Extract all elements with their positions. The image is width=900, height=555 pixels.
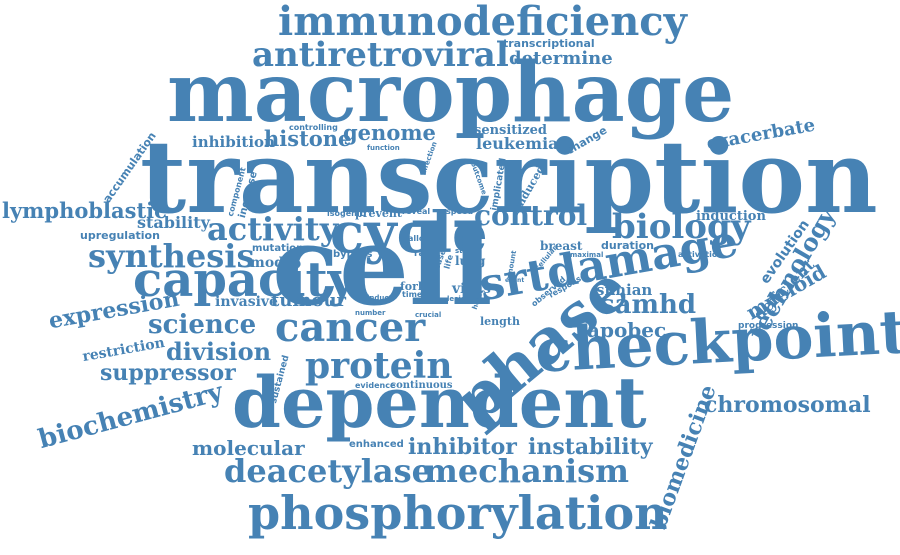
word: apobec — [587, 318, 667, 342]
word: simian — [596, 281, 653, 299]
word: biology — [612, 207, 751, 247]
word: mechanism — [424, 452, 629, 490]
word: number — [355, 309, 386, 317]
word: protein — [305, 345, 453, 387]
word: reveal — [402, 207, 431, 216]
word: cycle — [330, 200, 488, 266]
word: suppressor — [100, 360, 236, 386]
word: crucial — [415, 311, 442, 319]
word: capacity — [133, 252, 356, 308]
word: transcriptional — [503, 37, 595, 50]
word: leukemia — [476, 134, 559, 153]
word: molecular — [192, 436, 305, 460]
word: allow — [408, 234, 432, 243]
word: cancer — [275, 304, 426, 351]
word: progression — [738, 321, 799, 331]
word: samhd — [600, 290, 697, 320]
word: chromosomal — [704, 392, 871, 418]
word: transcription — [140, 118, 878, 236]
word: enhanced — [349, 439, 404, 450]
word: cell — [272, 201, 493, 330]
word: inhibition — [192, 133, 275, 151]
word: sensitized — [474, 123, 547, 138]
word: maximal — [570, 251, 604, 259]
word: prevent — [355, 207, 402, 220]
word: duration — [601, 239, 654, 252]
word: stability — [137, 213, 210, 232]
word: activation — [678, 250, 724, 259]
word: synthesis — [88, 237, 255, 275]
word: state — [455, 247, 476, 255]
word: immunodeficiency — [278, 0, 687, 45]
word: lung — [455, 254, 486, 268]
word: deacetylase — [224, 452, 432, 490]
word: dependent — [232, 361, 647, 444]
word: length — [480, 315, 520, 328]
word: macrophage — [167, 45, 735, 141]
word: histone — [264, 126, 352, 151]
word: antiretroviral — [252, 35, 509, 75]
word: controlling — [289, 123, 338, 132]
word: fork — [400, 280, 426, 293]
word: model — [250, 255, 299, 271]
word: bypass — [333, 249, 373, 260]
word: science — [148, 310, 257, 340]
word: virus — [452, 281, 491, 297]
word: invasive — [215, 294, 278, 310]
word: phosphorylation — [248, 486, 668, 540]
word: activity — [207, 210, 339, 248]
word: lesion — [447, 295, 471, 303]
word: induction — [696, 209, 766, 224]
word: evidence — [355, 381, 396, 390]
word: event — [505, 277, 525, 284]
word: lymphoblastic — [2, 198, 167, 223]
word: time — [402, 290, 423, 299]
word: function — [367, 144, 400, 152]
word: inhibitor — [408, 434, 517, 460]
word: breast — [540, 239, 583, 253]
word: determine — [509, 48, 613, 69]
word: control — [474, 199, 588, 232]
word: speed — [446, 207, 474, 216]
word: instability — [528, 434, 653, 460]
word: mutation — [252, 243, 304, 254]
word: isogenic — [327, 209, 365, 218]
word: upregulation — [80, 229, 160, 242]
word: rate — [414, 249, 435, 259]
word: induce — [367, 294, 394, 302]
word: tumour — [271, 290, 347, 311]
word: continuous — [390, 380, 453, 391]
word: genome — [343, 120, 436, 145]
word: division — [166, 337, 272, 366]
